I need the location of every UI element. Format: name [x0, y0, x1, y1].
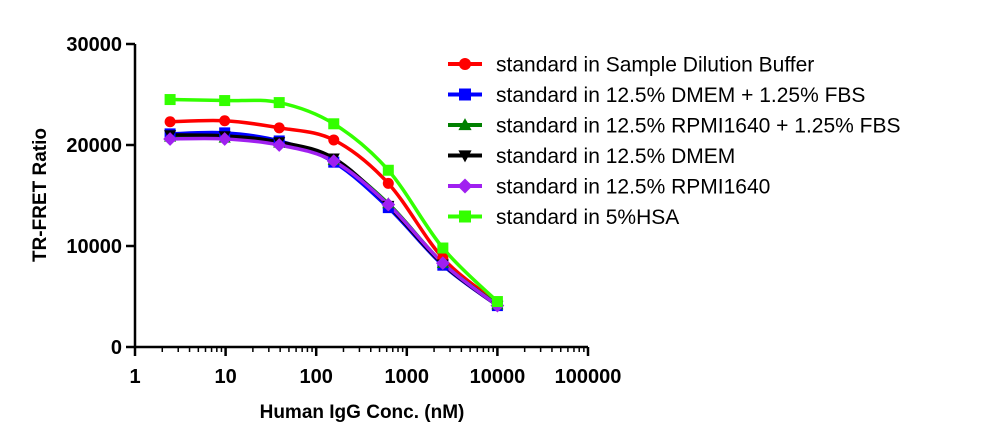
legend-marker [458, 118, 472, 131]
legend-marker [457, 178, 473, 194]
legend-label: standard in 12.5% RPMI1640 + 1.25% FBS [496, 115, 901, 138]
y-tick-label: 30000 [66, 34, 122, 56]
x-tick-label: 1000 [385, 366, 430, 388]
data-point [326, 154, 341, 169]
data-point [381, 197, 396, 212]
legend-label: standard in 12.5% RPMI1640 [496, 176, 770, 199]
y-axis-ticks: 0 10000 20000 30000 [66, 34, 135, 359]
data-point [272, 138, 287, 152]
data-point [219, 95, 231, 107]
legend-label: standard in 12.5% DMEM + 1.25% FBS [496, 84, 865, 107]
data-point [491, 296, 503, 308]
data-point [328, 118, 340, 130]
y-tick-label: 0 [111, 337, 122, 359]
data-point [164, 116, 176, 128]
legend-marker [459, 88, 471, 101]
legend: standard in Sample Dilution Buffer standa… [448, 54, 901, 229]
x-axis-title: Human IgG Conc. (nM) [260, 402, 465, 423]
data-point [273, 122, 285, 134]
series-markers [163, 94, 505, 313]
legend-marker [458, 150, 472, 163]
axes [133, 44, 588, 349]
y-axis-title: TR-FRET Ratio [30, 128, 51, 262]
y-tick-label: 20000 [66, 135, 122, 157]
data-point [163, 132, 177, 146]
legend-label: standard in 5%HSA [496, 206, 679, 229]
legend-label: standard in Sample Dilution Buffer [496, 54, 814, 77]
x-tick-label: 1 [129, 366, 140, 388]
x-axis-ticks: 1 10 100 1000 10000 100000 [129, 347, 621, 388]
x-tick-label: 100 [300, 366, 333, 388]
data-point [328, 134, 340, 146]
data-point [382, 164, 394, 176]
data-point [273, 97, 285, 109]
data-point [217, 132, 232, 146]
data-point [382, 177, 394, 189]
data-point [435, 256, 450, 271]
y-tick-label: 10000 [66, 236, 122, 258]
series-line [168, 118, 500, 305]
legend-marker [459, 58, 471, 70]
legend-marker [459, 210, 471, 223]
data-point [437, 242, 449, 254]
x-tick-label: 10000 [470, 366, 526, 388]
x-tick-label: 10 [214, 366, 236, 388]
data-point [164, 94, 176, 106]
data-point [219, 115, 231, 127]
x-tick-label: 100000 [555, 366, 622, 388]
legend-label: standard in 12.5% DMEM [496, 145, 735, 168]
